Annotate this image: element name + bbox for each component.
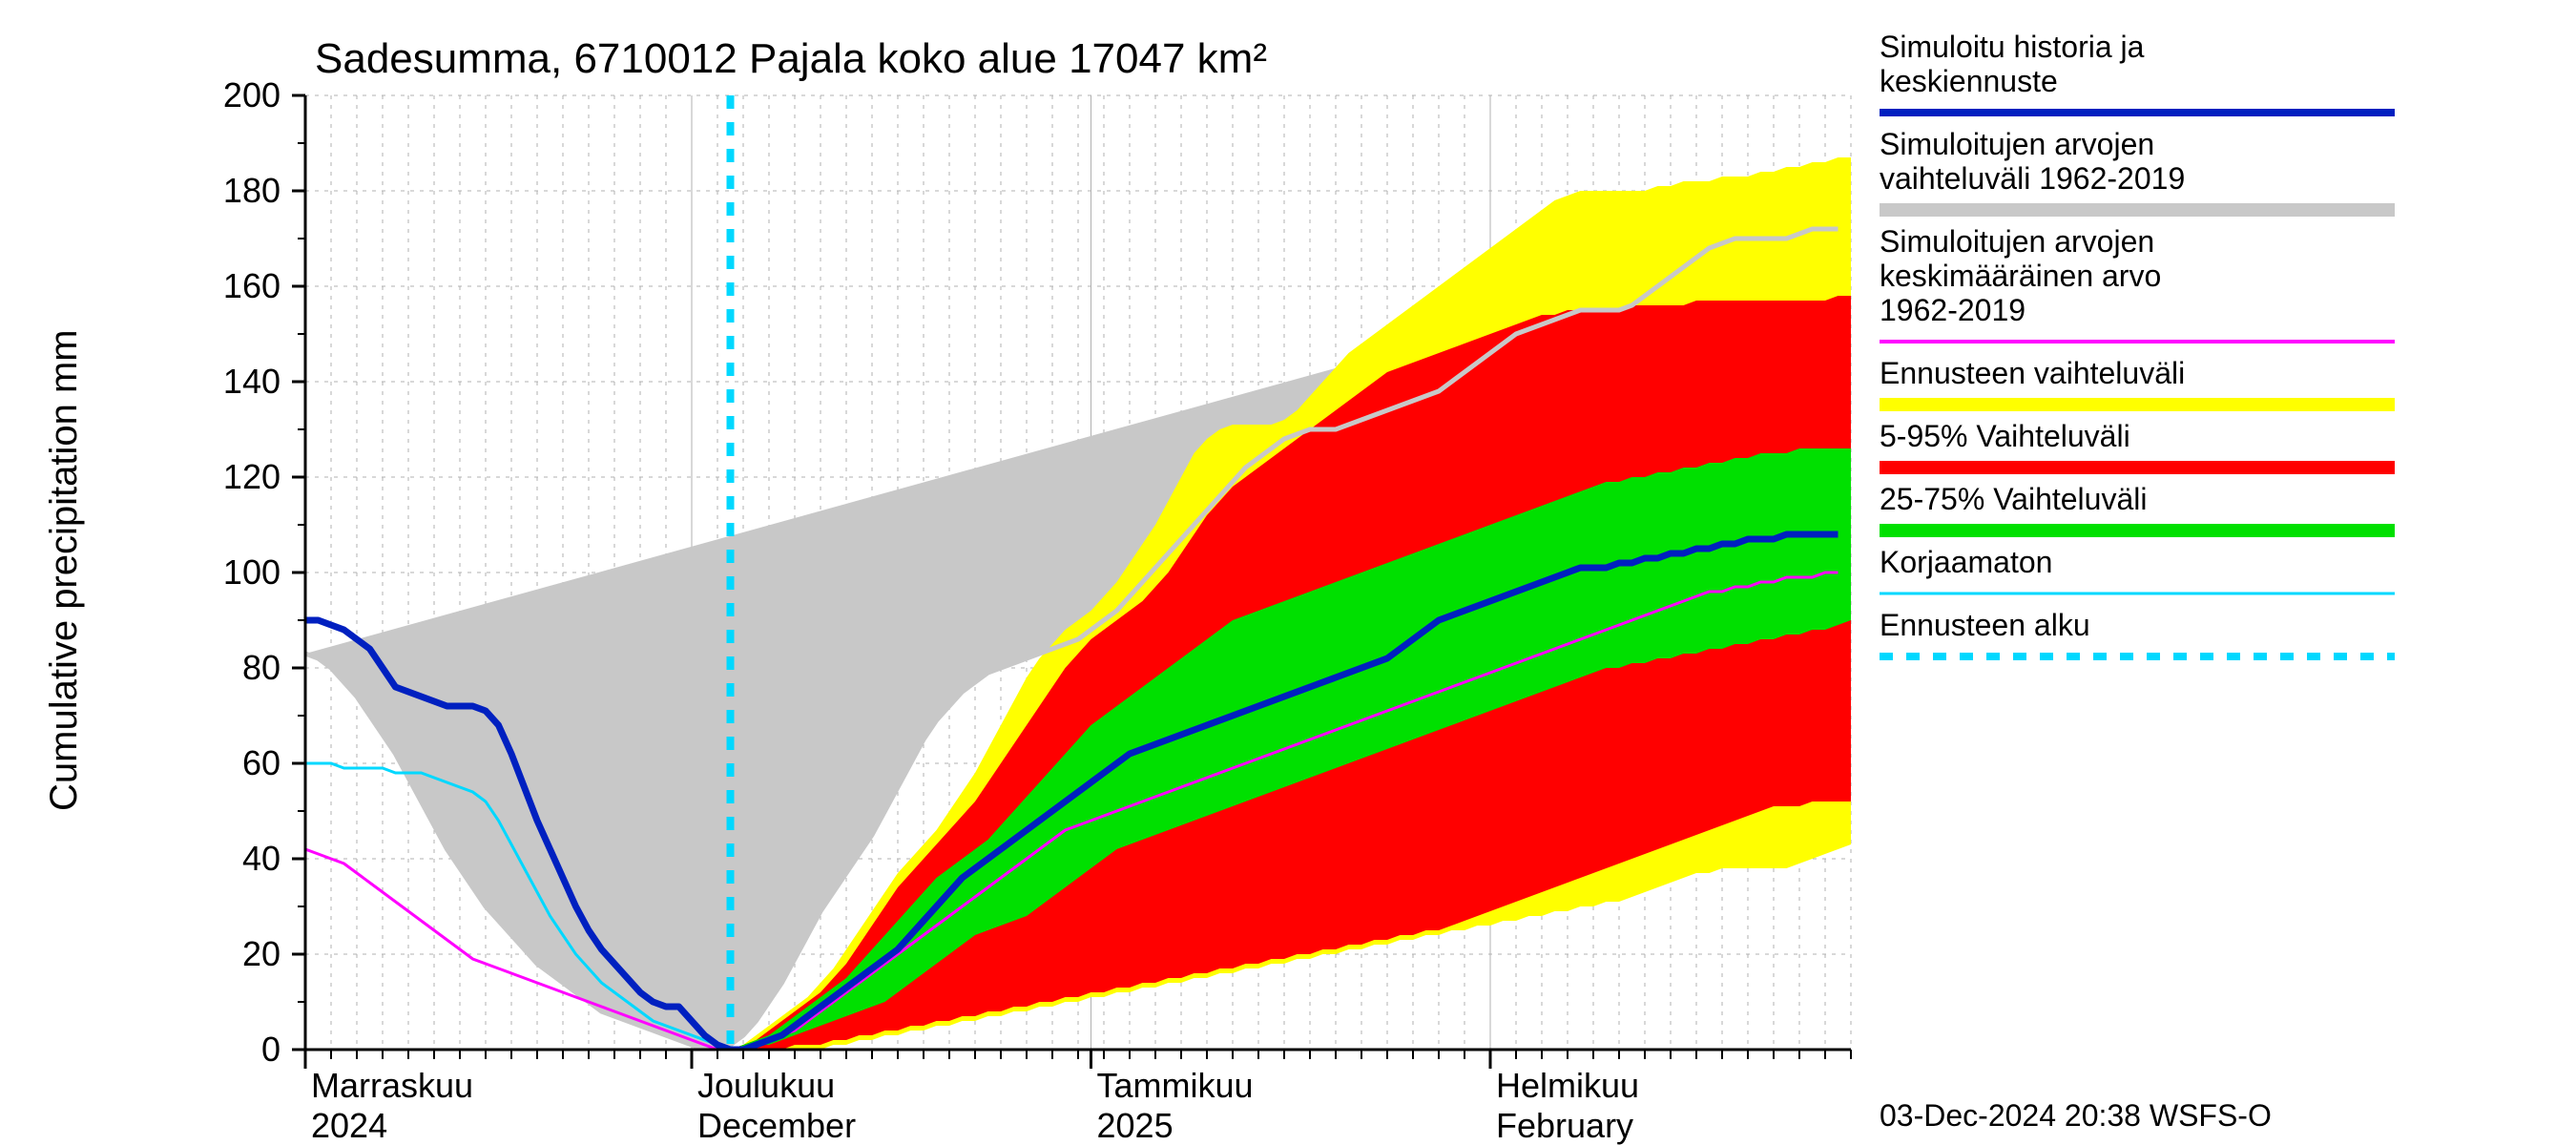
precipitation-forecast-chart: 0 20 40 60 80 100 120 140 160 180 200 Marraskuu2024… [0,0,2576,1145]
y-tick-label: 180 [223,171,280,210]
y-tick-label: 100 [223,552,280,592]
x-month-label-top: Tammikuu [1097,1066,1254,1105]
legend-label: Simuloitujen arvojen [1880,127,2154,161]
legend-label: 5-95% Vaihteluväli [1880,419,2130,453]
x-month-label-bot: February [1496,1106,1633,1145]
legend-label: keskiennuste [1880,64,2058,98]
y-tick-label: 160 [223,266,280,305]
legend-label: Simuloitujen arvojen [1880,224,2154,259]
x-month-label-bot: 2025 [1097,1106,1174,1145]
y-tick-label: 140 [223,362,280,401]
x-month-label-top: Marraskuu [311,1066,473,1105]
x-month-label-bot: 2024 [311,1106,387,1145]
chart-svg: 0 20 40 60 80 100 120 140 160 180 200 Marraskuu2024… [0,0,2576,1145]
legend-label: Simuloitu historia ja [1880,30,2145,64]
legend-label: Korjaamaton [1880,545,2052,579]
chart-title: Sadesumma, 6710012 Pajala koko alue 1704… [315,35,1267,82]
y-tick-label: 20 [242,934,280,973]
y-axis-label: Cumulative precipitation mm [43,329,85,811]
chart-footer: 03-Dec-2024 20:38 WSFS-O [1880,1098,2272,1133]
y-tick-label: 60 [242,743,280,782]
x-month-label-top: Joulukuu [697,1066,835,1105]
legend-label: vaihteluväli 1962-2019 [1880,161,2185,196]
legend-label: keskimääräinen arvo [1880,259,2161,293]
legend-label: Ennusteen vaihteluväli [1880,356,2185,390]
x-month-label-top: Helmikuu [1496,1066,1639,1105]
legend-label: 25-75% Vaihteluväli [1880,482,2147,516]
y-tick-label: 80 [242,648,280,687]
legend-label: 1962-2019 [1880,293,2025,327]
y-tick-label: 120 [223,457,280,496]
legend-label: Ennusteen alku [1880,608,2090,642]
x-month-label-bot: December [697,1106,856,1145]
y-tick-label: 0 [261,1030,280,1069]
y-tick-label: 200 [223,75,280,114]
y-tick-label: 40 [242,839,280,878]
